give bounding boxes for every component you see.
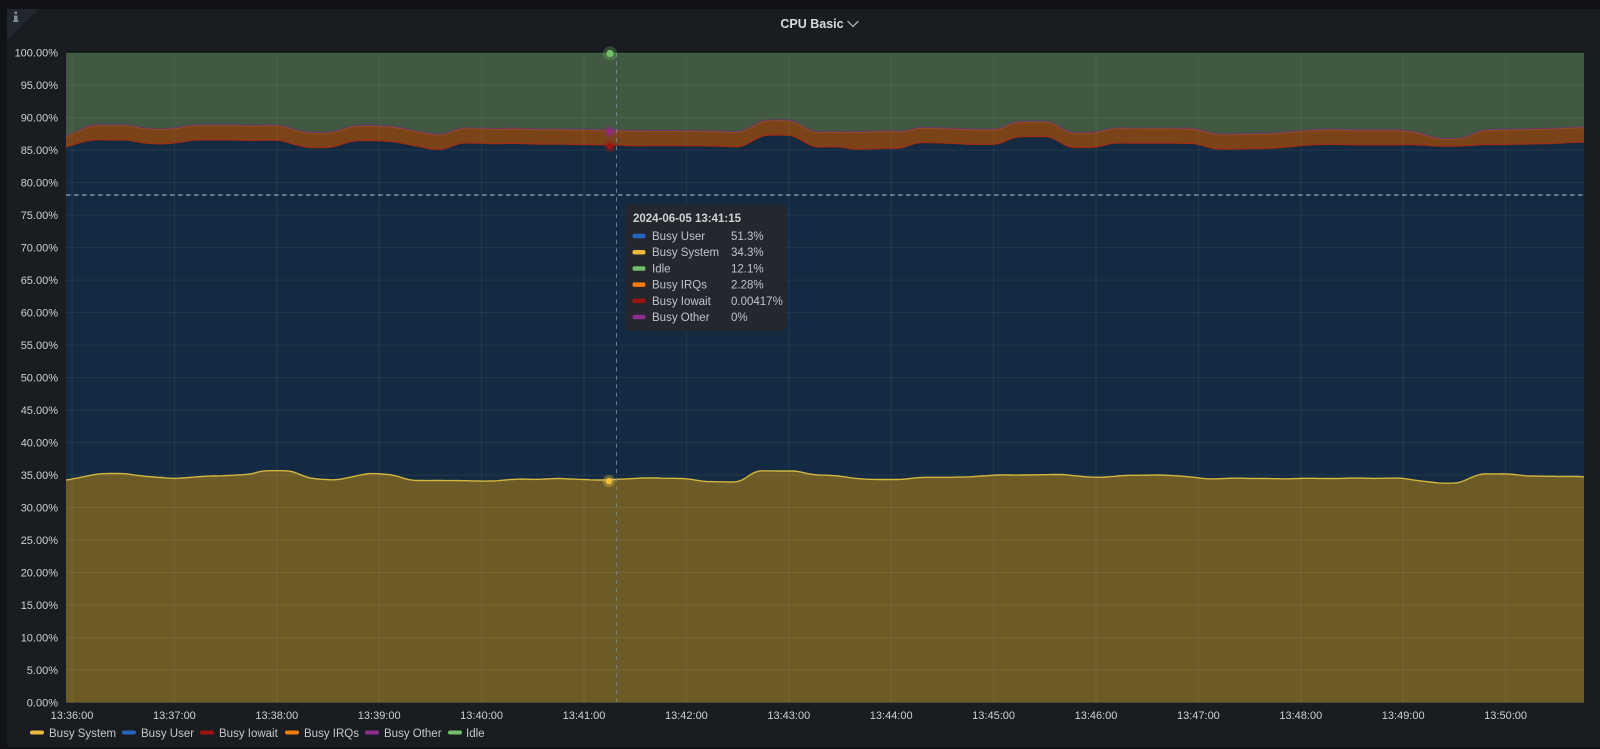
svg-text:12.1%: 12.1% — [731, 263, 764, 275]
svg-text:100.00%: 100.00% — [15, 48, 59, 60]
svg-text:Busy IRQs: Busy IRQs — [652, 280, 707, 292]
svg-text:13:39:00: 13:39:00 — [358, 710, 401, 722]
svg-text:0%: 0% — [731, 312, 748, 324]
svg-text:13:50:00: 13:50:00 — [1484, 710, 1527, 722]
svg-text:65.00%: 65.00% — [21, 275, 59, 287]
svg-text:75.00%: 75.00% — [21, 210, 59, 222]
svg-text:20.00%: 20.00% — [21, 568, 59, 580]
svg-text:90.00%: 90.00% — [21, 113, 59, 125]
svg-text:Busy Other: Busy Other — [384, 728, 442, 740]
svg-text:80.00%: 80.00% — [21, 178, 59, 190]
svg-text:50.00%: 50.00% — [21, 373, 59, 385]
svg-text:Busy Iowait: Busy Iowait — [652, 296, 712, 308]
svg-text:13:38:00: 13:38:00 — [255, 710, 298, 722]
svg-text:13:40:00: 13:40:00 — [460, 710, 503, 722]
svg-text:13:45:00: 13:45:00 — [972, 710, 1015, 722]
svg-text:Busy Other: Busy Other — [652, 312, 710, 324]
svg-text:13:37:00: 13:37:00 — [153, 710, 196, 722]
svg-text:34.3%: 34.3% — [731, 247, 764, 259]
svg-text:5.00%: 5.00% — [27, 665, 58, 677]
svg-text:25.00%: 25.00% — [21, 535, 59, 547]
svg-text:Idle: Idle — [466, 728, 485, 740]
svg-text:Busy IRQs: Busy IRQs — [304, 728, 359, 740]
svg-text:15.00%: 15.00% — [21, 600, 59, 612]
svg-text:2.28%: 2.28% — [731, 280, 764, 292]
svg-text:Busy Iowait: Busy Iowait — [219, 728, 279, 740]
svg-text:30.00%: 30.00% — [21, 503, 59, 515]
svg-text:51.3%: 51.3% — [731, 231, 764, 243]
svg-text:2024-06-05 13:41:15: 2024-06-05 13:41:15 — [633, 213, 742, 225]
svg-text:13:36:00: 13:36:00 — [51, 710, 94, 722]
svg-text:35.00%: 35.00% — [21, 470, 59, 482]
svg-text:Busy System: Busy System — [652, 247, 719, 259]
svg-text:13:42:00: 13:42:00 — [665, 710, 708, 722]
svg-text:Busy System: Busy System — [49, 728, 116, 740]
svg-text:95.00%: 95.00% — [21, 80, 59, 92]
svg-text:40.00%: 40.00% — [21, 438, 59, 450]
svg-text:10.00%: 10.00% — [21, 633, 59, 645]
svg-text:85.00%: 85.00% — [21, 145, 59, 157]
svg-text:Busy User: Busy User — [141, 728, 194, 740]
svg-text:Idle: Idle — [652, 263, 671, 275]
svg-text:13:47:00: 13:47:00 — [1177, 710, 1220, 722]
svg-text:60.00%: 60.00% — [21, 308, 59, 320]
svg-text:55.00%: 55.00% — [21, 340, 59, 352]
svg-text:13:44:00: 13:44:00 — [870, 710, 913, 722]
svg-text:13:41:00: 13:41:00 — [563, 710, 606, 722]
svg-text:0.00417%: 0.00417% — [731, 296, 783, 308]
svg-text:13:46:00: 13:46:00 — [1075, 710, 1118, 722]
svg-text:13:48:00: 13:48:00 — [1279, 710, 1322, 722]
svg-text:13:43:00: 13:43:00 — [767, 710, 810, 722]
svg-text:CPU Basic: CPU Basic — [780, 17, 843, 31]
svg-text:45.00%: 45.00% — [21, 405, 59, 417]
svg-text:0.00%: 0.00% — [27, 698, 58, 710]
svg-text:70.00%: 70.00% — [21, 243, 59, 255]
svg-text:13:49:00: 13:49:00 — [1382, 710, 1425, 722]
svg-text:Busy User: Busy User — [652, 231, 705, 243]
